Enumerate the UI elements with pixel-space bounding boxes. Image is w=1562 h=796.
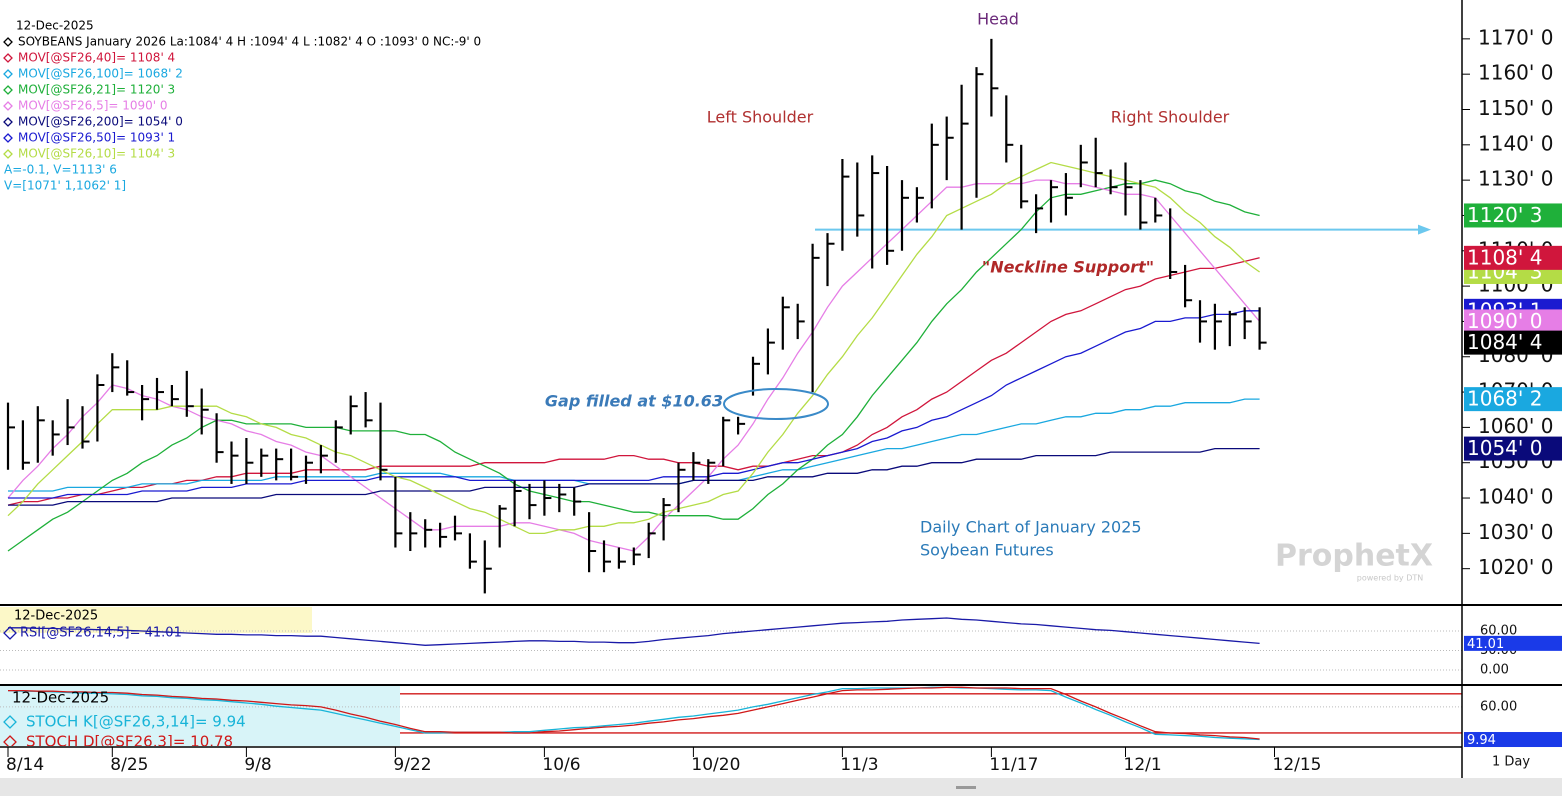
value-badge-label: 1108' 4 — [1467, 245, 1542, 269]
series-line — [7, 257, 1260, 506]
legend-marker — [3, 117, 13, 127]
legend-entry: MOV[@SF26,200]= 1054' 0 — [18, 115, 183, 129]
series-line — [8, 617, 1260, 646]
legend-entry: MOV[@SF26,21]= 1120' 3 — [18, 83, 175, 97]
x-tick-label: 12/1 — [1124, 755, 1162, 775]
series-line — [7, 686, 1260, 741]
legend-marker — [3, 626, 17, 640]
value-badge-label: 1054' 0 — [1467, 436, 1542, 460]
x-tick-label: 8/14 — [6, 755, 44, 775]
legend-entry: STOCH K[@SF26,3,14]= 9.94 — [26, 713, 246, 731]
x-tick-label: 11/3 — [840, 755, 878, 775]
value-badge-label: 1090' 0 — [1467, 309, 1542, 333]
y-tick-label: 60.00 — [1480, 624, 1517, 639]
value-badge — [1464, 387, 1562, 412]
value-badge — [1464, 436, 1562, 461]
legend-marker — [3, 715, 17, 729]
value-badge — [1464, 330, 1562, 355]
legend-footer: A=-0.1, V=1113' 6 — [4, 163, 117, 177]
x-tick-label: 12/15 — [1273, 755, 1322, 775]
annotation: Right Shoulder — [1111, 108, 1230, 127]
legend-date: 12-Dec-2025 — [16, 19, 94, 33]
annotation: Daily Chart of January 2025 — [920, 518, 1142, 537]
legend-entry: MOV[@SF26,10]= 1104' 3 — [18, 147, 175, 161]
legend-entry: MOV[@SF26,100]= 1068' 2 — [18, 67, 183, 81]
y-tick-label: 1150' 0 — [1478, 96, 1553, 120]
value-badge-label: 1068' 2 — [1467, 387, 1542, 411]
x-axis-background — [0, 746, 1462, 778]
annotation: Gap filled at $10.63 — [545, 392, 723, 411]
value-badge-label: 41.01 — [1467, 637, 1504, 652]
series-line — [8, 310, 1260, 499]
y-tick-label: 1140' 0 — [1478, 131, 1553, 155]
legend-marker — [3, 133, 13, 143]
panel-date: 12-Dec-2025 — [14, 609, 98, 624]
series-line — [8, 686, 1260, 740]
legend-marker — [3, 101, 13, 111]
legend-marker — [3, 149, 13, 159]
value-badge — [1464, 635, 1562, 651]
status-bar — [0, 778, 1562, 796]
value-badge — [1464, 732, 1562, 748]
annotation: Head — [977, 10, 1019, 29]
legend-symbol: SOYBEANS January 2026 La:1084' 4 H :1094… — [18, 35, 481, 49]
x-tick-label: 10/6 — [542, 755, 580, 775]
x-tick-label: 11/17 — [989, 755, 1038, 775]
x-tick-label: 9/22 — [393, 755, 431, 775]
panel-date: 12-Dec-2025 — [12, 689, 109, 707]
y-tick-label: 1020' 0 — [1478, 555, 1553, 579]
x-tick-label: 10/20 — [691, 755, 740, 775]
legend-entry: RSI[@SF26,14,5]= 41.01 — [20, 626, 182, 641]
legend-marker — [3, 69, 13, 79]
y-tick-label: 1160' 0 — [1478, 61, 1553, 85]
value-badge — [1464, 245, 1562, 270]
y-tick-label: 0.00 — [1480, 663, 1509, 678]
y-tick-label: 1170' 0 — [1478, 25, 1553, 49]
y-tick-label: 1040' 0 — [1478, 485, 1553, 509]
y-tick-label: 1030' 0 — [1478, 520, 1553, 544]
legend-entry: MOV[@SF26,40]= 1108' 4 — [18, 51, 175, 65]
x-tick-label: 8/25 — [110, 755, 148, 775]
value-badge-label: 9.94 — [1467, 733, 1496, 748]
period-label: 1 Day — [1492, 755, 1530, 770]
value-badge-label: 1084' 4 — [1467, 330, 1542, 354]
x-tick-label: 9/8 — [244, 755, 271, 775]
gap-ellipse — [723, 388, 829, 420]
series-line — [7, 161, 1260, 535]
legend-footer: V=[1071' 1,1062' 1] — [4, 179, 126, 193]
y-tick-label: 1130' 0 — [1478, 167, 1553, 191]
legend-marker — [3, 53, 13, 63]
stoch-label-box — [0, 686, 400, 746]
value-badge — [1464, 309, 1562, 334]
legend-entry: MOV[@SF26,5]= 1090' 0 — [18, 99, 168, 113]
annotation: "Neckline Support" — [982, 258, 1154, 277]
value-badge — [1464, 203, 1562, 228]
neckline-arrow — [1418, 224, 1431, 235]
y-tick-label: 1060' 0 — [1478, 414, 1553, 438]
y-tick-label: 60.00 — [1480, 699, 1517, 714]
legend-marker — [3, 85, 13, 95]
legend-entry: MOV[@SF26,50]= 1093' 1 — [18, 131, 175, 145]
annotation: Left Shoulder — [707, 108, 814, 127]
legend-marker — [3, 37, 13, 47]
annotation: Soybean Futures — [920, 541, 1054, 560]
value-badge-label: 1120' 3 — [1467, 203, 1542, 227]
logo-sub: powered by DTN — [1357, 574, 1423, 583]
logo: ProphetX — [1275, 539, 1433, 574]
resize-handle — [956, 786, 976, 789]
series-line — [8, 447, 1260, 506]
